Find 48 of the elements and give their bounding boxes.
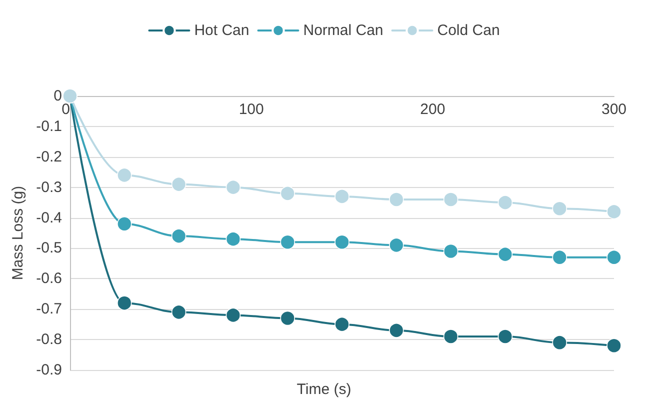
y-tick-label: -0.5 [36, 240, 62, 257]
point [498, 246, 513, 262]
point [117, 296, 132, 310]
x-tick-label: 200 [420, 101, 446, 118]
point [389, 238, 404, 253]
legend-label: Cold Can [437, 22, 500, 39]
y-tick-label: -0.7 [36, 300, 62, 318]
y-tick-label: -0.9 [36, 362, 62, 378]
point [498, 329, 513, 344]
point [226, 308, 241, 323]
point [389, 323, 404, 338]
point [171, 228, 186, 244]
point [171, 304, 186, 320]
y-tick-label: -0.1 [36, 118, 62, 135]
legend-label: Normal Can [303, 22, 384, 39]
legend-label: Hot Can [194, 22, 250, 39]
y-tick-label: -0.2 [36, 148, 62, 166]
point [334, 234, 350, 250]
point [334, 189, 350, 204]
point [552, 335, 567, 350]
point [226, 180, 241, 195]
y-tick-label: -0.8 [36, 331, 62, 348]
point [443, 192, 458, 207]
point [443, 244, 458, 259]
point [226, 232, 241, 246]
point [280, 186, 295, 201]
point [606, 338, 622, 354]
point [117, 168, 132, 183]
point [498, 195, 513, 210]
point [117, 216, 132, 232]
x-axis-title: Time (s) [296, 381, 352, 398]
point [552, 250, 567, 265]
x-tick-label: 100 [238, 101, 264, 118]
y-tick-label: -0.6 [36, 270, 62, 288]
x-tick-label: 300 [601, 101, 627, 118]
point [334, 316, 350, 332]
point [443, 329, 458, 344]
point [280, 234, 295, 250]
y-tick-label: 0 [54, 88, 62, 104]
point [552, 201, 567, 216]
y-tick-label: -0.3 [36, 178, 62, 196]
y-tick-label: -0.4 [36, 209, 62, 226]
point [171, 176, 186, 192]
point [606, 204, 622, 220]
point [280, 310, 295, 326]
point [389, 192, 404, 207]
y-axis-title: Mass Loss (g) [9, 186, 26, 280]
point [606, 250, 622, 265]
